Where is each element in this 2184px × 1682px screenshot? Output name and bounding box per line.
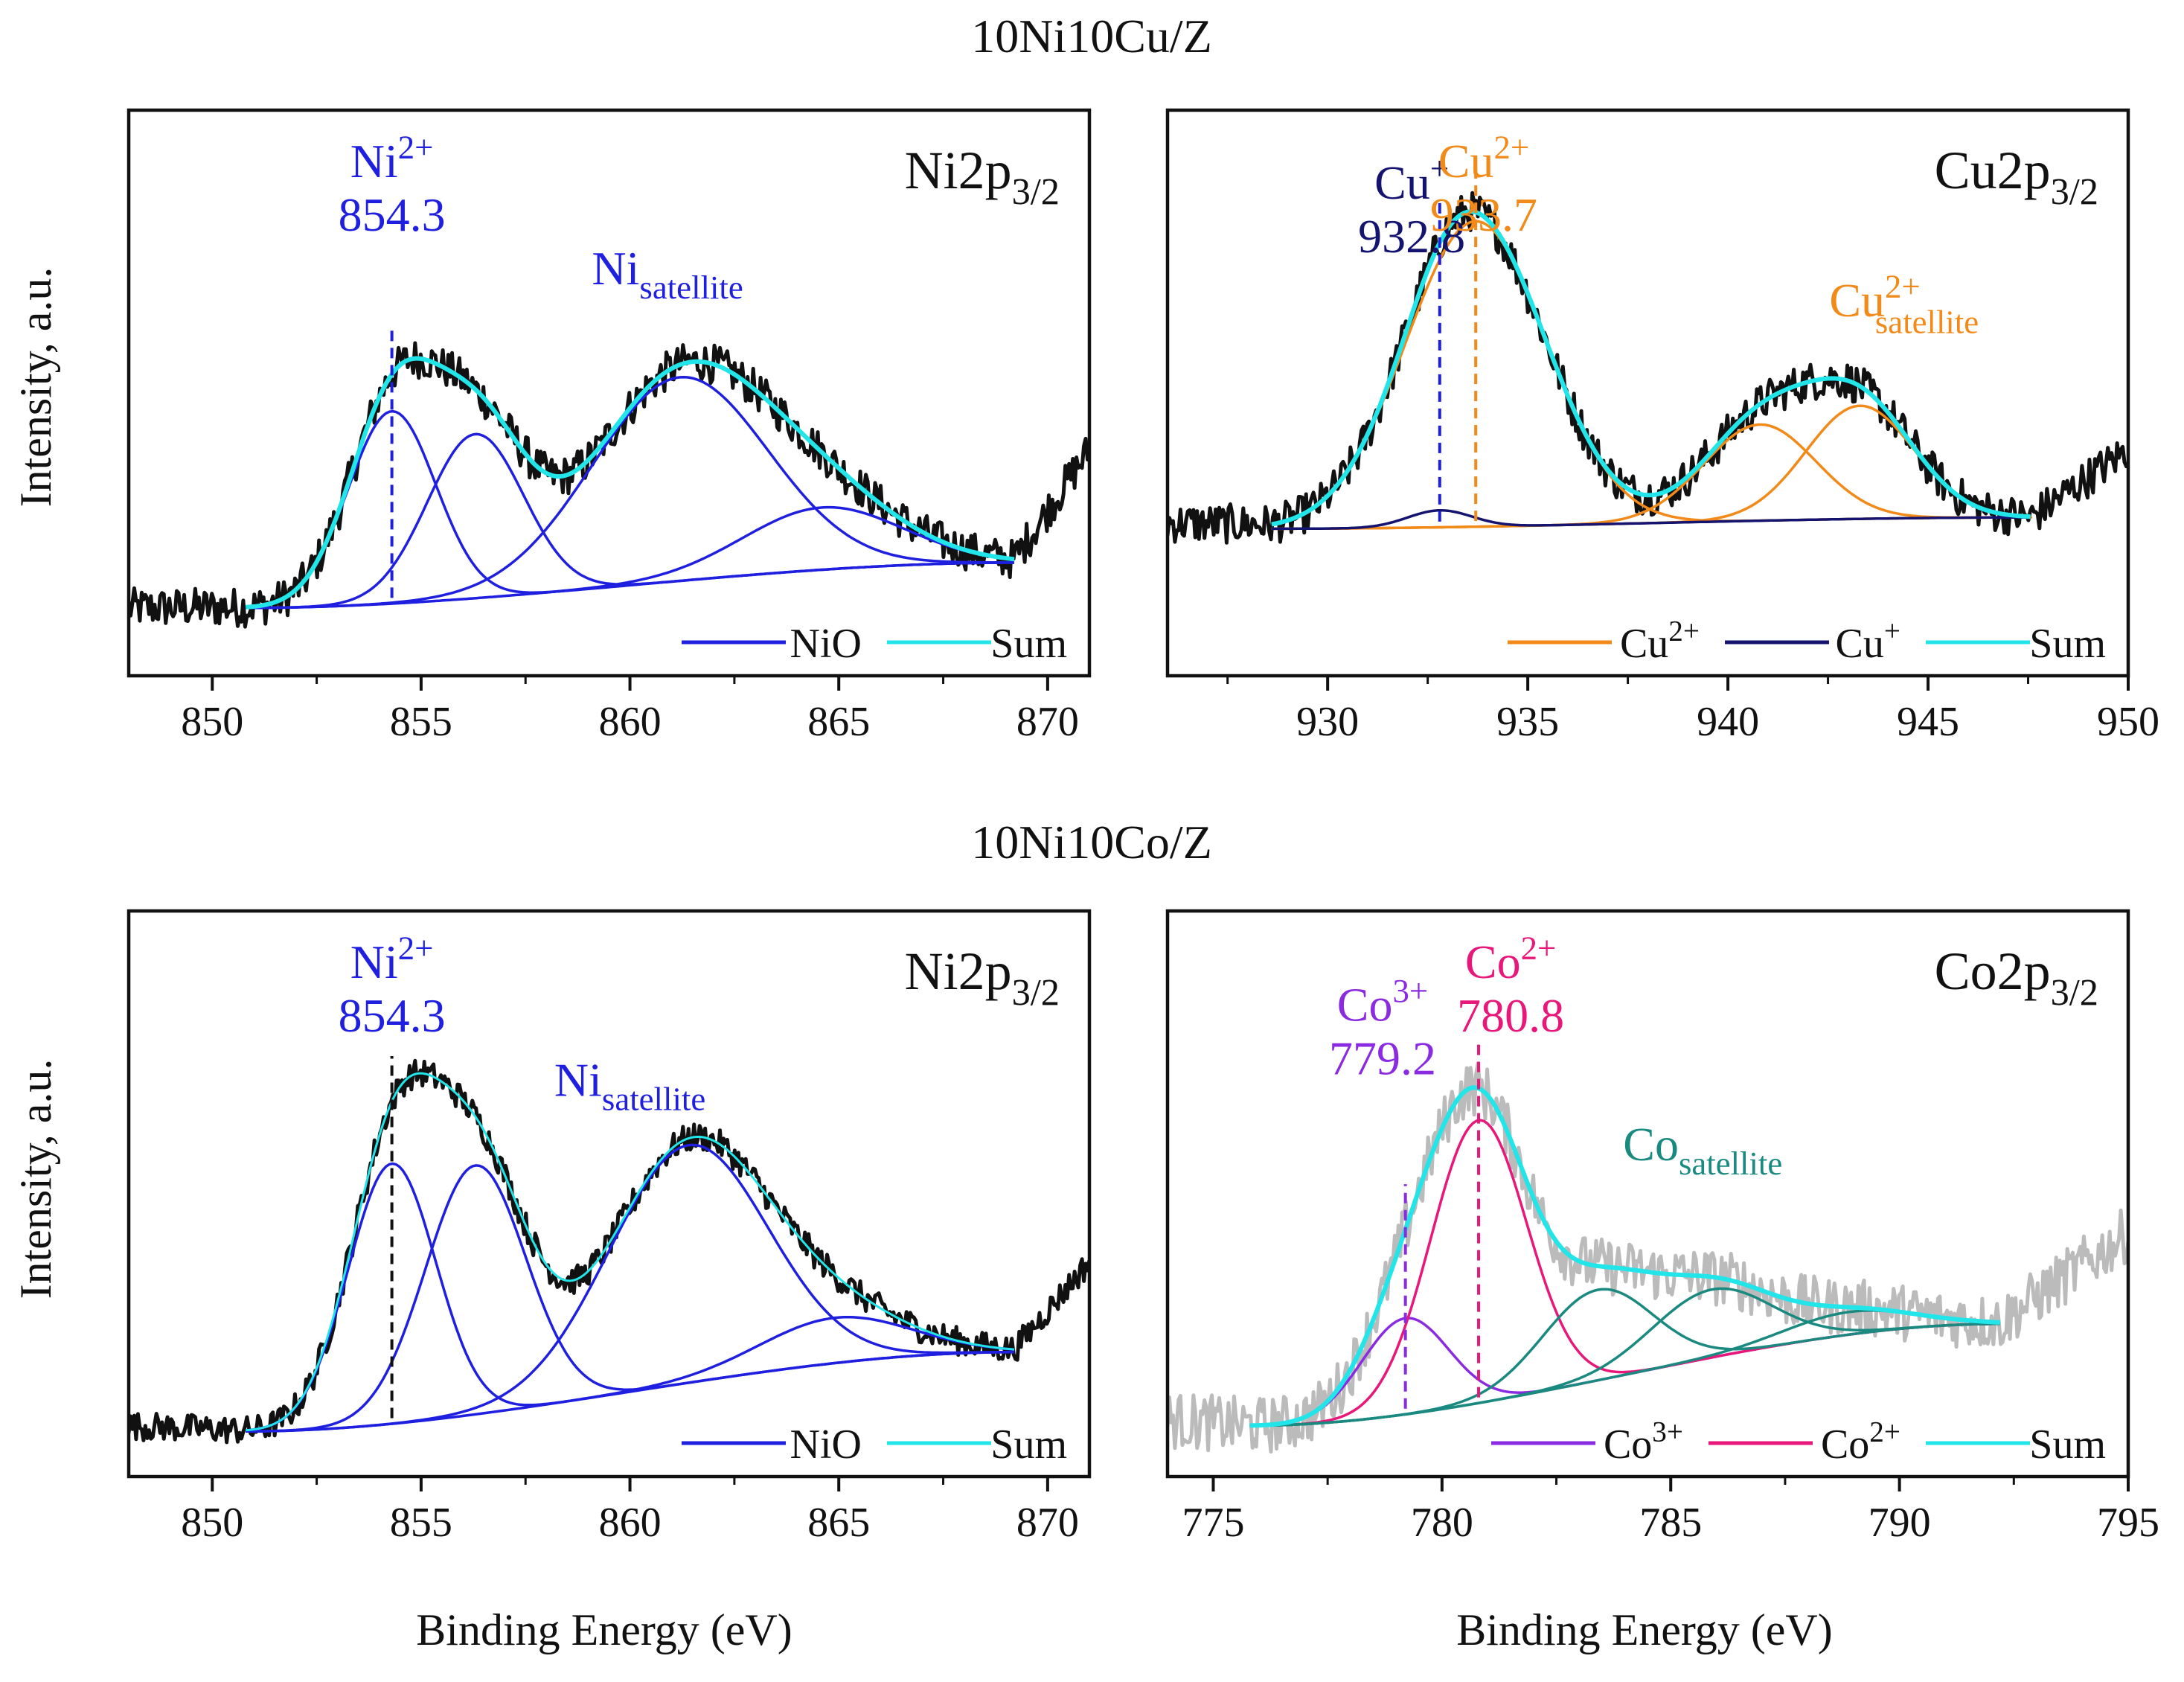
x-tick-label-1: 855 (390, 699, 452, 745)
x-tick-label-1: 780 (1411, 1500, 1473, 1546)
legend: Sum Co2+ Co3+ (1491, 1416, 2106, 1468)
plot-frame (1165, 108, 2130, 678)
peak-annotation-2: Nisatellite (592, 242, 743, 306)
peak-annotation-0: Co3+ (1337, 972, 1428, 1032)
x-tick-label-1: 935 (1496, 699, 1559, 745)
raw-spectrum-line (1168, 191, 2128, 545)
component-peak-3 (246, 1315, 1015, 1433)
legend: Sum NiO (682, 621, 1067, 667)
x-tick-label-2: 785 (1639, 1500, 1702, 1546)
peak-annotation-4: Cosatellite (1623, 1118, 1782, 1182)
legend: Sum Cu+ Cu2+ (1508, 615, 2106, 667)
panel-bottom-left: 850 855 860 865 870 Ni2p3/2 Ni2+854.3 Nisatelli… (127, 909, 1092, 1546)
x-tick-label-4: 950 (2097, 699, 2159, 745)
x-tick-label-3: 865 (807, 699, 870, 745)
panel-top-left: 850 855 860 865 870 Ni2p3/2 Ni2+854.3 Nisatelli… (127, 108, 1092, 745)
y-axis-label-top: Intensity, a.u. (11, 267, 60, 508)
peak-annotation-0: Ni2+ (350, 929, 434, 988)
peak-annotation-2: Co2+ (1465, 929, 1556, 988)
sum-fit-line (1249, 1085, 2001, 1428)
panel-top-right: 930 935 940 945 950Cu2p3/2Cu+932.8Cu2+933.7C… (1165, 108, 2159, 745)
x-tick-label-1: 855 (390, 1500, 452, 1546)
x-axis-label-right: Binding Energy (eV) (1456, 1605, 1832, 1654)
component-peak-3 (246, 505, 1015, 610)
component-peak-1 (246, 432, 1014, 610)
plot-frame (1165, 909, 2130, 1479)
legend: Sum NiO (682, 1422, 1067, 1468)
x-tick-label-3: 790 (1868, 1500, 1931, 1546)
x-tick-label-0: 930 (1296, 699, 1359, 745)
corner-label: Cu2p3/2 (1935, 141, 2098, 213)
peak-annotation-2: Nisatellite (554, 1053, 705, 1117)
legend-label-2: Sum (2029, 621, 2106, 667)
x-tick-label-0: 850 (181, 699, 243, 745)
legend-label-0: Co3+ (1604, 1416, 1683, 1468)
y-axis-label-bottom: Intensity, a.u. (11, 1059, 60, 1299)
x-tick-label-3: 865 (807, 1500, 870, 1546)
peak-annotation-0: Ni2+ (350, 128, 434, 188)
peak-annotation-4: Cu2+ satellite (1829, 268, 1979, 341)
peak-annotation-3: 933.7 (1430, 188, 1537, 241)
x-tick-label-4: 795 (2097, 1500, 2159, 1546)
legend-label-1: Co2+ (1821, 1416, 1900, 1468)
plot-area (1168, 167, 2128, 545)
peak-annotation-0: Cu+ (1374, 150, 1449, 209)
x-tick-label-2: 860 (599, 1500, 662, 1546)
sum-fit-line (1271, 209, 2031, 527)
sum-fit-line (246, 356, 1015, 610)
peak-annotation-2: Cu2+ (1438, 128, 1529, 188)
chart-panels: 850 855 860 865 870Ni2p3/2Ni2+854.3Nisatelli… (127, 108, 2159, 1546)
plot-frame (127, 108, 1092, 678)
peak-annotation-3: 780.8 (1457, 989, 1564, 1042)
legend-label-1: Sum (990, 621, 1067, 667)
x-tick-label-0: 850 (181, 1500, 243, 1546)
x-tick-label-2: 940 (1697, 699, 1759, 745)
sum-fit-line (246, 1072, 1015, 1432)
x-axis-label-left: Binding Energy (eV) (416, 1605, 792, 1654)
peak-annotation-1: 932.8 (1358, 210, 1465, 263)
plot-area (129, 329, 1089, 629)
corner-label: Co2p3/2 (1935, 941, 2098, 1014)
panel-bottom-right: 775 780 785 790 795Co2p3/2Co3+779.2Co2+780.8… (1165, 909, 2159, 1546)
x-tick-label-3: 945 (1897, 699, 1959, 745)
x-tick-label-4: 870 (1016, 1500, 1079, 1546)
peak-annotation-1: 854.3 (339, 989, 446, 1042)
legend-label-1: Sum (990, 1422, 1067, 1468)
peak-annotation-1: 854.3 (339, 188, 446, 241)
plot-frame (127, 909, 1092, 1479)
row-title-bottom: 10Ni10Co/Z (971, 816, 1212, 869)
x-tick-label-0: 775 (1182, 1500, 1244, 1546)
corner-label: Ni2p3/2 (905, 941, 1060, 1014)
corner-label: Ni2p3/2 (905, 141, 1060, 213)
peak-annotation-1: 779.2 (1329, 1032, 1436, 1085)
legend-label-0: NiO (790, 1422, 862, 1468)
component-peak-3 (1271, 508, 2031, 531)
row-title-top: 10Ni10Cu/Z (971, 10, 1212, 63)
x-tick-label-4: 870 (1016, 699, 1079, 745)
plot-area (129, 1056, 1089, 1445)
legend-label-0: NiO (790, 621, 862, 667)
legend-label-2: Sum (2029, 1422, 2106, 1468)
plot-area (1168, 1043, 2128, 1454)
x-tick-label-2: 860 (599, 699, 662, 745)
legend-label-1: Cu+ (1836, 615, 1900, 667)
legend-label-0: Cu2+ (1620, 615, 1700, 667)
